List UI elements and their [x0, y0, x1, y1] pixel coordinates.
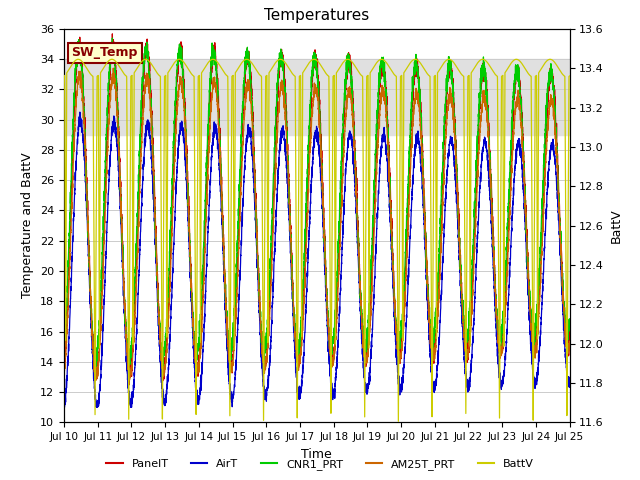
AirT: [389, 285, 397, 291]
Line: AM25T_PRT: AM25T_PRT: [64, 68, 570, 381]
Line: AirT: AirT: [64, 112, 570, 407]
BattV: [389, 70, 397, 76]
AM25T_PRT: [253, 251, 261, 256]
BattV: [364, 73, 371, 79]
Bar: [64, 59, 570, 135]
Y-axis label: BattV: BattV: [610, 208, 623, 243]
AirT: [438, 291, 445, 297]
Y-axis label: Temperature and BattV: Temperature and BattV: [22, 153, 35, 299]
CNR1_PRT: [152, 242, 160, 248]
CNR1_PRT: [438, 183, 445, 189]
AirT: [253, 257, 261, 263]
AM25T_PRT: [476, 130, 484, 135]
AM25T_PRT: [438, 236, 445, 241]
CNR1_PRT: [92, 364, 100, 370]
PanelT: [109, 31, 116, 37]
AirT: [476, 186, 484, 192]
AirT: [152, 258, 160, 264]
BattV: [253, 69, 261, 74]
CNR1_PRT: [109, 35, 116, 41]
PanelT: [125, 382, 133, 388]
BattV: [152, 68, 159, 74]
AM25T_PRT: [109, 65, 117, 71]
Line: CNR1_PRT: CNR1_PRT: [64, 38, 570, 367]
Legend: PanelT, AirT, CNR1_PRT, AM25T_PRT, BattV: PanelT, AirT, CNR1_PRT, AM25T_PRT, BattV: [102, 455, 538, 474]
BattV: [438, 64, 445, 70]
PanelT: [152, 238, 160, 243]
PanelT: [253, 239, 261, 244]
PanelT: [566, 342, 573, 348]
X-axis label: Time: Time: [301, 448, 332, 461]
Title: Temperatures: Temperatures: [264, 9, 369, 24]
BattV: [60, 73, 68, 79]
CNR1_PRT: [389, 265, 397, 271]
PanelT: [476, 94, 484, 99]
PanelT: [60, 364, 68, 370]
CNR1_PRT: [60, 349, 68, 355]
Line: PanelT: PanelT: [64, 34, 570, 385]
CNR1_PRT: [364, 330, 371, 336]
PanelT: [438, 220, 445, 226]
AirT: [364, 382, 371, 388]
AirT: [60, 404, 68, 410]
AM25T_PRT: [92, 378, 99, 384]
CNR1_PRT: [253, 247, 261, 253]
AM25T_PRT: [152, 244, 160, 250]
BattV: [476, 58, 484, 63]
AirT: [76, 109, 84, 115]
PanelT: [389, 256, 397, 262]
BattV: [394, 419, 402, 424]
BattV: [566, 73, 573, 79]
AM25T_PRT: [60, 370, 68, 375]
BattV: [310, 57, 318, 62]
PanelT: [364, 358, 371, 363]
Line: BattV: BattV: [64, 60, 570, 421]
CNR1_PRT: [566, 321, 573, 326]
CNR1_PRT: [476, 90, 484, 96]
Text: SW_Temp: SW_Temp: [72, 47, 138, 60]
AM25T_PRT: [364, 352, 371, 358]
AirT: [566, 376, 573, 382]
AM25T_PRT: [566, 348, 573, 354]
AM25T_PRT: [389, 264, 397, 270]
